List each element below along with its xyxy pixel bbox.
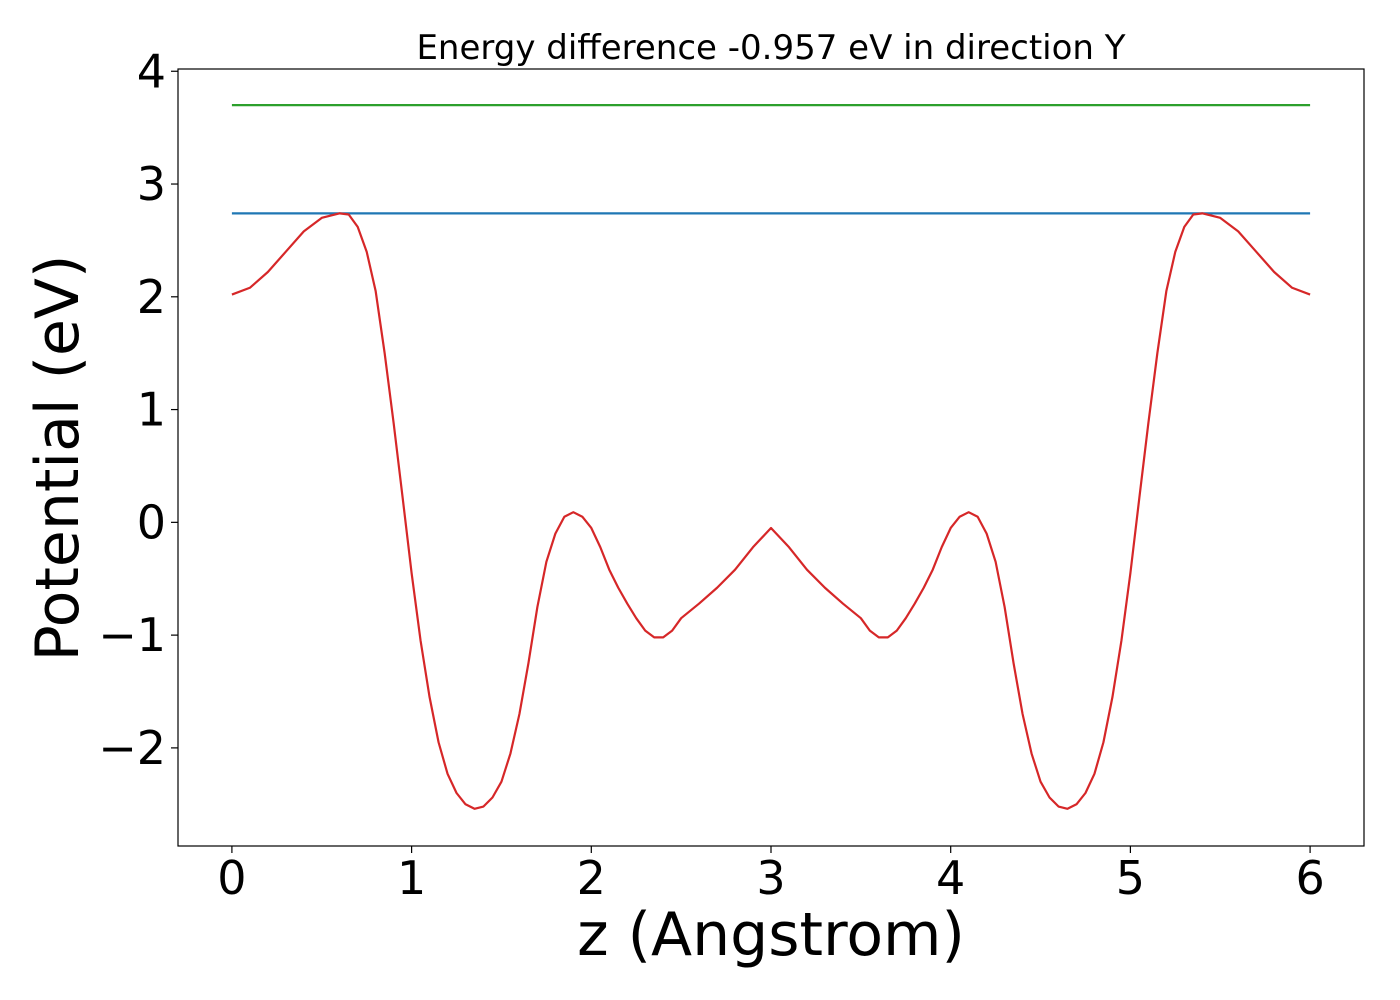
x-axis-label: z (Angstrom): [577, 900, 965, 970]
y-tick-label: −2: [98, 721, 166, 775]
chart-title: Energy difference -0.957 eV in direction…: [416, 28, 1125, 68]
series-layer: [231, 103, 1311, 810]
series-line-3: [231, 212, 1311, 810]
x-tick-label: 2: [577, 851, 606, 905]
x-tick-label: 3: [756, 851, 785, 905]
y-tick-label: 1: [137, 383, 166, 437]
x-tick-label: 0: [217, 851, 246, 905]
y-axis-label: Potential (eV): [23, 255, 93, 662]
y-tick-label: −1: [98, 608, 166, 662]
x-tick-label: 1: [397, 851, 426, 905]
x-tick-label: 4: [936, 851, 965, 905]
x-tick-label: 5: [1116, 851, 1145, 905]
y-tick-label: 3: [137, 157, 166, 211]
y-axis: −2 −1 0 1 2 3 4: [98, 44, 178, 775]
y-tick-label: 0: [137, 495, 166, 549]
y-tick-label: 2: [137, 270, 166, 324]
x-axis: 0 1 2 3 4 5 6: [217, 846, 1325, 905]
y-tick-label: 4: [137, 44, 166, 98]
x-tick-label: 6: [1295, 851, 1324, 905]
